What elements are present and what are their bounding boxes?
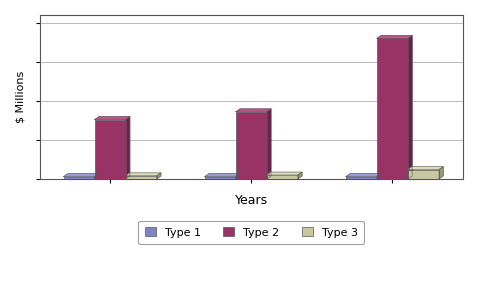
Polygon shape bbox=[126, 117, 130, 179]
Bar bbox=[346, 176, 377, 179]
Polygon shape bbox=[95, 117, 130, 120]
Polygon shape bbox=[267, 109, 271, 179]
Polygon shape bbox=[157, 173, 161, 179]
Bar bbox=[126, 176, 157, 179]
Polygon shape bbox=[408, 167, 443, 170]
Polygon shape bbox=[346, 174, 381, 176]
Polygon shape bbox=[205, 174, 240, 176]
Polygon shape bbox=[439, 167, 443, 179]
Polygon shape bbox=[267, 172, 302, 175]
Polygon shape bbox=[236, 109, 271, 112]
Legend: Type 1, Type 2, Type 3: Type 1, Type 2, Type 3 bbox=[138, 221, 364, 244]
Polygon shape bbox=[64, 174, 99, 176]
Polygon shape bbox=[298, 172, 302, 179]
Bar bbox=[408, 170, 439, 179]
Polygon shape bbox=[126, 173, 161, 176]
Bar bbox=[205, 176, 236, 179]
Polygon shape bbox=[377, 35, 412, 38]
Polygon shape bbox=[408, 35, 412, 179]
Bar bbox=[267, 175, 298, 179]
Bar bbox=[64, 176, 95, 179]
Polygon shape bbox=[377, 174, 381, 179]
Bar bbox=[236, 112, 267, 179]
X-axis label: Years: Years bbox=[235, 194, 268, 206]
Polygon shape bbox=[236, 174, 240, 179]
Y-axis label: $ Millions: $ Millions bbox=[15, 71, 25, 123]
Polygon shape bbox=[95, 174, 99, 179]
Bar bbox=[377, 38, 408, 179]
Bar bbox=[95, 120, 126, 179]
